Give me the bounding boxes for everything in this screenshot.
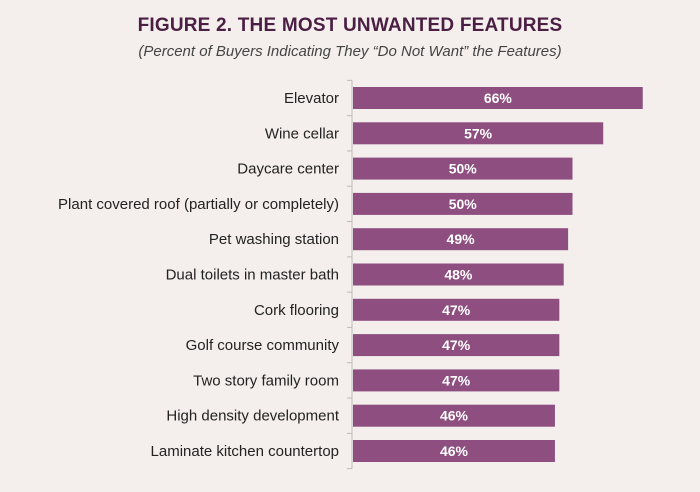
category-label: Elevator [284, 90, 339, 107]
bar [353, 228, 569, 251]
category-label: Golf course community [186, 337, 340, 354]
category-label: Two story family room [193, 372, 339, 389]
category-label: Laminate kitchen countertop [151, 443, 339, 460]
bar [353, 263, 564, 286]
bar [353, 298, 560, 321]
bar [353, 440, 555, 462]
data-label: 50% [449, 161, 478, 177]
data-label: 48% [444, 267, 473, 283]
category-label: Daycare center [237, 161, 339, 178]
category-label: Pet washing station [209, 231, 339, 248]
bar [353, 122, 604, 145]
bar [353, 334, 560, 357]
chart-title: FIGURE 2. THE MOST UNWANTED FEATURES [137, 15, 563, 36]
data-label: 47% [442, 302, 471, 318]
bar [353, 192, 573, 215]
data-label: 66% [484, 90, 513, 106]
bar [353, 157, 573, 180]
bar [353, 87, 643, 109]
chart-subtitle: (Percent of Buyers Indicating They “Do N… [138, 43, 562, 60]
data-label: 47% [442, 337, 471, 353]
data-label: 49% [447, 231, 476, 247]
data-label: 57% [464, 125, 493, 141]
data-label: 46% [440, 443, 469, 459]
data-label: 50% [449, 196, 478, 212]
data-label: 46% [440, 408, 469, 424]
data-label: 47% [442, 372, 471, 388]
category-label: Cork flooring [254, 302, 339, 319]
category-label: Dual toilets in master bath [166, 267, 339, 284]
bar [353, 404, 555, 427]
category-label: High density development [166, 408, 339, 425]
category-label: Wine cellar [265, 125, 339, 142]
category-label: Plant covered roof (partially or complet… [58, 196, 339, 213]
bar [353, 369, 560, 392]
